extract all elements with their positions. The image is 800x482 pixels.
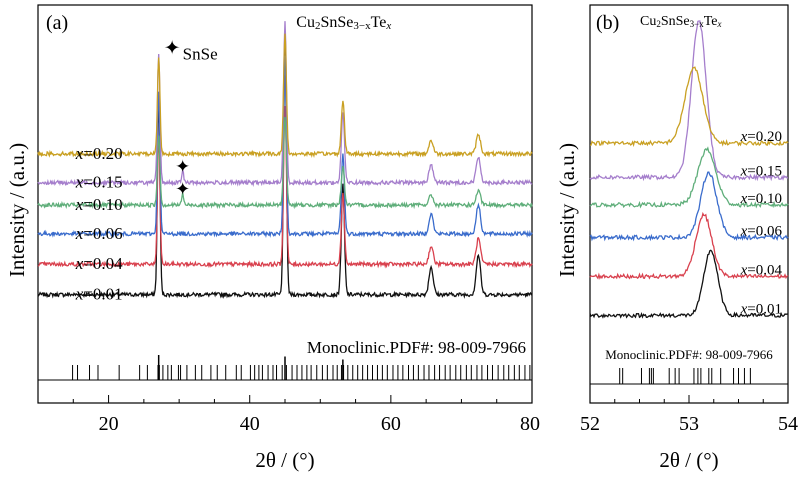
panel-b-series-label-5-value: =0.20: [747, 129, 782, 145]
panel-a-series-label-1: x=0.04: [75, 254, 123, 273]
panel-a-snse-marker-3: ✦: [175, 179, 190, 199]
panel-a-series-label-4: x=0.15: [75, 173, 123, 192]
panel-a-xtick-label-80: 80: [520, 413, 540, 435]
panel-a-series-label-2-var: x: [75, 224, 84, 243]
panel-a-series-label-3: x=0.10: [75, 195, 123, 214]
panel-a-label: (a): [46, 12, 68, 34]
panel-a-series-line-3: [37, 116, 533, 210]
panel-a-series-label-4-var: x: [75, 173, 84, 192]
panel-b-series-line-0: [589, 249, 789, 319]
panel-b-series-label-4-var: x: [740, 163, 748, 179]
panel-a-title: Cu2SnSe3−xTex: [296, 14, 391, 32]
panel-b-series-label-3: x=0.10: [740, 191, 782, 207]
panel-a-series-label-0-var: x: [75, 285, 84, 304]
panel-b-series-label-3-value: =0.10: [747, 191, 782, 207]
panel-b-series-label-2-var: x: [740, 223, 748, 239]
panel-a-series-label-1-value: =0.04: [83, 254, 123, 273]
panel-a-title-part-1: 2: [315, 20, 321, 32]
panel-a-series-label-1-var: x: [75, 254, 84, 273]
panel-b-series-label-4: x=0.15: [740, 163, 782, 179]
panel-a-xlabel: 2θ / (°): [255, 448, 314, 472]
panel-b-series-label-0: x=0.01: [740, 301, 782, 317]
panel-b-series-label-5: x=0.20: [740, 129, 782, 145]
panel-a-title-part-3: 3−x: [353, 20, 371, 32]
panel-a-series-label-3-var: x: [75, 195, 84, 214]
panel-a-series-label-0-value: =0.01: [83, 285, 122, 304]
panel-b-series-label-2-value: =0.06: [747, 223, 782, 239]
panel-a-xtick-label-20: 20: [99, 413, 119, 435]
panel-b-title: Cu2SnSe3−xTex: [640, 14, 722, 29]
panel-a-series-label-2-value: =0.06: [83, 224, 122, 243]
panel-b-ylabel: Intensity / (a.u.): [555, 143, 579, 277]
panel-b-series-label-1-value: =0.04: [747, 262, 782, 278]
panel-a-xtick-label-40: 40: [240, 413, 260, 435]
panel-a-series-label-3-value: =0.10: [83, 195, 122, 214]
panel-b-title-part-2: SnSe: [661, 14, 690, 29]
panel-b-xtick-label-53: 53: [679, 413, 699, 435]
panel-a-series-line-1: [37, 105, 533, 269]
panel-a-legend-marker: ✦: [164, 38, 181, 60]
panel-a-series-label-5-value: =0.20: [83, 144, 122, 163]
panel-b-series-line-5: [589, 66, 789, 148]
panel-a-series-label-0: x=0.01: [75, 285, 123, 304]
panel-b-series-label-0-value: =0.01: [747, 301, 782, 317]
panel-b-series-label-4-value: =0.15: [747, 163, 782, 179]
panel-a-ylabel: Intensity / (a.u.): [5, 143, 29, 277]
panel-b-series-line-4: [589, 20, 788, 182]
panel-b-series-label-1-var: x: [740, 262, 748, 278]
panel-a-series-line-4: [37, 21, 533, 188]
panel-a-series-label-5-var: x: [75, 144, 84, 163]
panel-a-snse-marker-4: ✦: [175, 157, 190, 177]
panel-a-series-label-5: x=0.20: [75, 144, 123, 163]
panel-b-series-label-2: x=0.06: [740, 223, 783, 239]
panel-a-title-part-5: x: [385, 20, 391, 32]
panel-b-label: (b): [596, 12, 619, 34]
panel-a-xtick-label-60: 60: [381, 413, 401, 435]
panel-b-xtick-label-54: 54: [778, 413, 798, 435]
panel-b-series-label-0-var: x: [740, 301, 748, 317]
panel-a-reference-label: Monoclinic.PDF#: 98-009-7966: [307, 338, 526, 357]
panel-a-series-line-2: [37, 55, 533, 239]
panel-a-legend-label: SnSe: [183, 44, 218, 63]
panel-a-series-label-2: x=0.06: [75, 224, 123, 243]
panel-b-series-line-2: [589, 171, 789, 242]
panel-b-title-part-0: Cu: [640, 14, 656, 29]
panel-b-series-line-1: [589, 211, 789, 280]
panel-a-series-label-4-value: =0.15: [83, 173, 122, 192]
panel-a-title-part-2: SnSe: [320, 14, 353, 31]
panel-b-xlabel: 2θ / (°): [659, 448, 718, 472]
panel-b-reference-label: Monoclinic.PDF#: 98-009-7966: [605, 347, 773, 362]
panel-b-series-label-1: x=0.04: [740, 262, 783, 278]
panel-b-series-line-3: [589, 146, 789, 209]
panel-b-series-label-3-var: x: [740, 191, 748, 207]
panel-b-title-part-3: 3−x: [690, 19, 705, 29]
panel-a-title-part-0: Cu: [296, 14, 315, 31]
panel-b-title-part-4: Te: [704, 14, 718, 29]
panel-b-title-part-5: x: [717, 19, 722, 29]
panel-a-title-part-4: Te: [371, 14, 387, 31]
panel-b-xtick-label-52: 52: [580, 413, 600, 435]
panel-a-series-line-5: [37, 33, 533, 159]
panel-b-title-part-1: 2: [656, 19, 661, 29]
panel-b-series-label-5-var: x: [740, 129, 748, 145]
